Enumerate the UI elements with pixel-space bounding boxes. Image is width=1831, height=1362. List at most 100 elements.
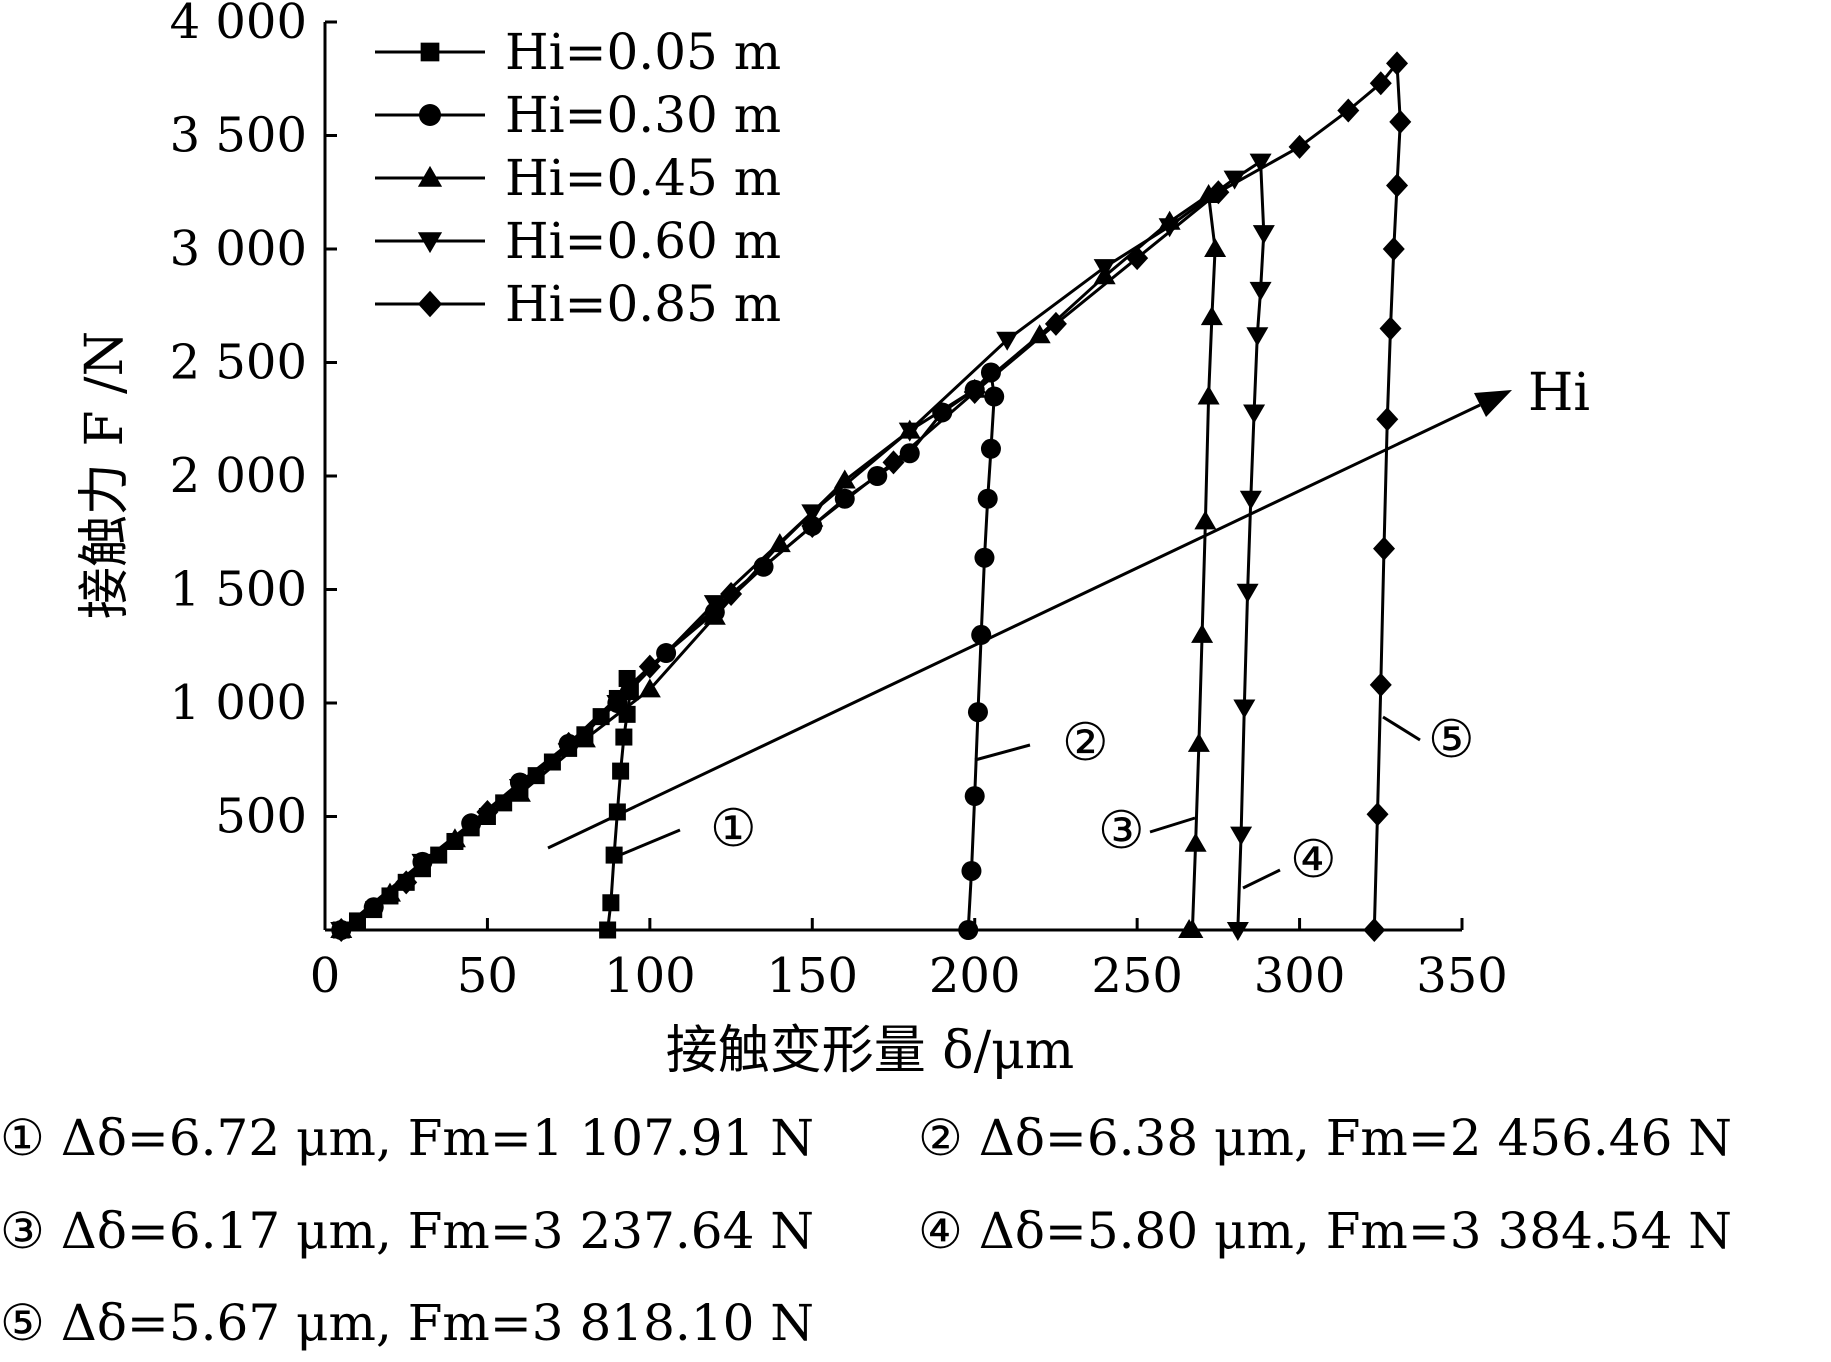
axes <box>323 22 1462 932</box>
triangle-down-marker <box>1239 490 1262 510</box>
annotation-1: ① Δδ=6.72 μm, Fm=1 107.91 N <box>0 1109 814 1167</box>
legend-label: Hi=0.05 m <box>505 23 781 81</box>
diamond-marker <box>1379 316 1402 341</box>
callout-leader <box>1149 816 1196 834</box>
triangle-down-marker <box>1223 170 1246 190</box>
square-marker <box>420 42 440 62</box>
triangle-up-marker <box>1200 306 1223 326</box>
x-tick-label: 250 <box>1091 948 1183 1004</box>
legend-label: Hi=0.30 m <box>505 86 781 144</box>
triangle-up-marker <box>1204 238 1227 257</box>
diamond-marker <box>1337 98 1360 123</box>
x-axis-title: 接触变形量 δ/μm <box>666 1021 1074 1081</box>
triangle-down-marker <box>606 695 629 714</box>
callout-leader <box>619 828 681 857</box>
square-marker <box>599 921 617 939</box>
triangle-down-marker <box>1093 259 1116 279</box>
y-tick-label: 500 <box>215 789 307 845</box>
triangle-up-marker <box>703 605 726 625</box>
triangle-up-marker <box>1191 623 1214 643</box>
annotation-3: ③ Δδ=6.17 μm, Fm=3 237.64 N <box>0 1202 814 1260</box>
callout-label: ⑤ <box>1428 710 1475 770</box>
triangle-up-marker <box>1197 385 1220 405</box>
triangle-down-marker <box>898 422 921 442</box>
callout-label: ④ <box>1290 830 1337 890</box>
legend: Hi=0.05 mHi=0.30 mHi=0.45 mHi=0.60 mHi=0… <box>375 23 781 333</box>
diamond-marker <box>1366 802 1389 827</box>
hi-arrow-line <box>547 403 1481 850</box>
square-marker <box>605 846 623 864</box>
diamond-marker <box>1207 180 1230 205</box>
triangle-down-marker <box>1246 327 1269 347</box>
triangle-down-marker <box>1249 153 1272 173</box>
y-tick-label: 1 500 <box>170 562 307 618</box>
callout-leader <box>1382 715 1421 742</box>
triangle-up-marker <box>1187 732 1210 752</box>
diamond-marker <box>963 380 986 405</box>
annotation-5: ⑤ Δδ=5.67 μm, Fm=3 818.10 N <box>0 1294 814 1352</box>
annotation-4: ④ Δδ=5.80 μm, Fm=3 384.54 N <box>918 1202 1732 1260</box>
series-5 <box>330 51 1412 942</box>
diamond-marker <box>720 582 743 607</box>
triangle-up-marker <box>1184 832 1207 852</box>
diamond-marker <box>1386 173 1409 198</box>
triangle-up-marker <box>573 728 596 748</box>
callout-leader <box>1242 868 1281 890</box>
diamond-marker <box>1389 109 1412 134</box>
triangle-down-marker <box>1252 225 1275 245</box>
triangle-down-marker <box>996 331 1019 351</box>
triangle-down-marker <box>1158 218 1181 238</box>
square-marker <box>615 728 633 746</box>
triangle-down-marker <box>1249 281 1272 301</box>
callout-label: ③ <box>1098 801 1145 861</box>
circle-marker <box>961 860 982 881</box>
x-ticks: 0 50 100 150 200 250 300 350 <box>310 918 1508 1004</box>
triangle-up-marker <box>1178 919 1201 938</box>
hi-arrow: Hi <box>547 363 1590 850</box>
diamond-marker <box>1369 672 1392 697</box>
x-tick-label: 150 <box>766 948 858 1004</box>
circle-marker <box>899 443 920 464</box>
circle-marker <box>980 438 1001 459</box>
y-axis-title: 接触力 F /N <box>75 331 135 619</box>
annotation-2: ② Δδ=6.38 μm, Fm=2 456.46 N <box>918 1109 1732 1167</box>
y-tick-label: 2 500 <box>170 335 307 391</box>
square-marker <box>612 762 630 780</box>
callout-leader <box>974 743 1031 762</box>
x-tick-label: 200 <box>929 948 1021 1004</box>
triangle-up-marker <box>417 165 443 187</box>
legend-label: Hi=0.45 m <box>505 149 781 207</box>
circle-marker <box>974 547 995 568</box>
square-marker <box>602 894 620 912</box>
triangle-down-marker <box>1236 583 1259 603</box>
triangle-down-marker <box>1233 699 1256 719</box>
triangle-down-marker <box>1226 922 1249 941</box>
diamond-marker <box>1382 237 1405 261</box>
diamond-marker <box>417 290 443 318</box>
diamond-marker <box>638 654 661 679</box>
diamond-marker <box>1369 71 1392 96</box>
diamond-marker <box>882 450 905 475</box>
diamond-marker <box>1044 311 1067 336</box>
diamond-marker <box>557 731 580 756</box>
diamond-marker <box>1126 246 1149 271</box>
hi-arrow-head <box>1474 390 1512 417</box>
y-tick-label: 3 500 <box>170 108 307 164</box>
diamond-marker <box>1373 536 1396 561</box>
x-tick-label: 300 <box>1254 948 1346 1004</box>
diamond-marker <box>1376 407 1399 432</box>
x-tick-label: 100 <box>604 948 696 1004</box>
triangle-down-marker <box>411 853 434 873</box>
circle-marker <box>980 362 1001 383</box>
triangle-up-marker <box>833 469 856 489</box>
y-tick-label: 4 000 <box>170 0 307 50</box>
y-ticks: 500 1 000 1 500 2 000 2 500 3 000 3 500 4 000 <box>170 0 337 845</box>
diamond-marker <box>395 870 418 895</box>
callouts: ① ② ③ ④ ⑤ <box>619 710 1475 890</box>
circle-marker <box>958 920 979 940</box>
x-tick-label: 50 <box>457 948 518 1004</box>
series-layer <box>330 51 1412 942</box>
triangle-down-marker <box>801 504 824 524</box>
circle-marker <box>964 786 985 807</box>
